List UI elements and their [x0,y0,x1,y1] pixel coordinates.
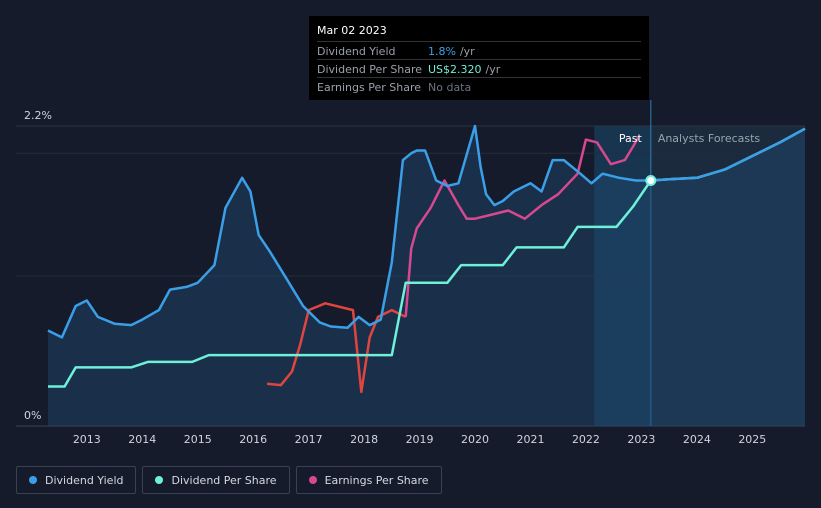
tooltip-unit: /yr [485,63,501,76]
tooltip-date: Mar 02 2023 [317,24,387,37]
x-tick-label: 2013 [73,433,101,446]
earnings-per-share-line [404,136,640,318]
tooltip-unit: /yr [459,45,475,58]
chart-labels: 2.2% 0% 2013 2014 2015 2016 2017 2018 2019 2020 20… [24,109,766,446]
legend-dividend-per-share[interactable]: Dividend Per Share [142,466,290,494]
forecast-label: Analysts Forecasts [658,132,761,145]
x-tick-label: 2018 [350,433,378,446]
chart-series [47,124,806,426]
tooltip-value: 1.8% [428,45,456,58]
tooltip-label: Dividend Yield [317,45,396,58]
x-tick-label: 2015 [184,433,212,446]
x-tick-label: 2022 [572,433,600,446]
x-tick-label: 2025 [738,433,766,446]
tooltip-label: Earnings Per Share [317,81,422,94]
legend-label: Dividend Yield [45,473,124,487]
tooltip-row-yield: Dividend Yield 1.8%/yr [317,41,641,60]
tooltip-value: No data [428,81,472,94]
dividend-yield-area [48,126,805,426]
tooltip-row-eps: Earnings Per Share No data [317,77,641,96]
tooltip-row-dps: Dividend Per Share US$2.320/yr [317,59,641,78]
y-tick-label-max: 2.2% [24,109,52,122]
x-tick-label: 2019 [406,433,434,446]
x-tick-label: 2023 [627,433,655,446]
legend-dot-icon [308,476,317,484]
x-tick-label: 2014 [128,433,156,446]
x-tick-label: 2020 [461,433,489,446]
x-tick-label: 2024 [683,433,711,446]
x-tick-label: 2021 [516,433,544,446]
legend-dot-icon [29,476,37,484]
legend-label: Earnings Per Share [324,473,429,487]
legend-label: Dividend Per Share [171,473,277,487]
chart-legend: Dividend Yield Dividend Per Share Earnin… [16,466,442,494]
dividend-yield-line [47,124,806,339]
x-tick-label: 2016 [239,433,267,446]
tooltip-value: US$2.320 [428,63,482,76]
legend-dot-icon [155,476,164,484]
past-label: Past [619,132,643,145]
legend-dividend-yield[interactable]: Dividend Yield [16,466,137,494]
legend-earnings-per-share[interactable]: Earnings Per Share [295,466,442,494]
y-tick-label-min: 0% [24,409,41,422]
x-tick-label: 2017 [295,433,323,446]
hover-tooltip: Mar 02 2023 Dividend Yield 1.8%/yr Divid… [309,16,649,100]
hover-marker [645,175,657,187]
tooltip-label: Dividend Per Share [317,63,423,76]
